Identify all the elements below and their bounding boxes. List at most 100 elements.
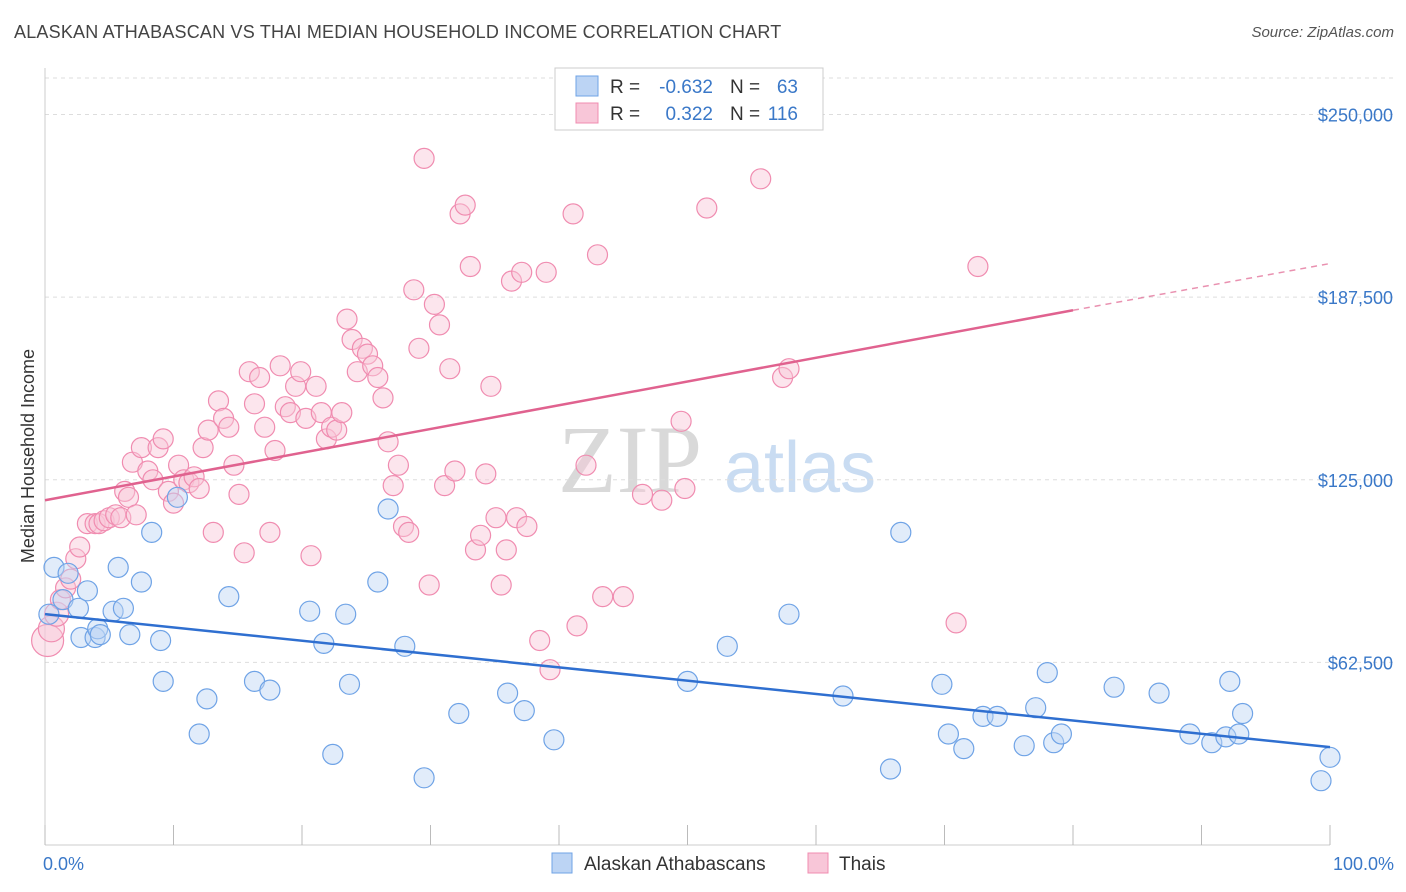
legend-label-athabascan: Alaskan Athabascans <box>584 854 766 875</box>
athabascan-point <box>1043 732 1065 754</box>
thai-point <box>670 410 692 432</box>
thai-point <box>490 574 512 596</box>
y-tick-label: $187,500 <box>1318 288 1393 308</box>
legend-swatch-athabascan <box>551 852 573 874</box>
y-tick-label: $62,500 <box>1328 653 1393 673</box>
thai-point <box>539 659 561 681</box>
thai-point <box>238 361 260 383</box>
trend-lines <box>44 262 1331 749</box>
athabascan-point <box>166 486 188 508</box>
thai-point <box>162 492 185 514</box>
stats-swatch-athabascan <box>575 75 599 97</box>
thai-point <box>586 244 609 266</box>
thai-point <box>592 585 614 608</box>
athabascan-point <box>130 571 152 593</box>
x-tick-label-min: 0.0% <box>43 854 84 874</box>
thai-point <box>249 366 271 389</box>
thai-point <box>413 147 435 169</box>
thai-point <box>750 168 772 190</box>
athabascan-point <box>335 603 357 625</box>
y-tick-label: $250,000 <box>1318 106 1393 126</box>
athabascan-point <box>1036 661 1058 684</box>
thai-point <box>511 261 533 283</box>
athabascan-point <box>141 521 163 544</box>
thai-point <box>575 454 597 476</box>
series-legend: Alaskan Athabascans Thais <box>551 852 885 875</box>
trend-line-thai-extension <box>1072 262 1331 312</box>
stats-r-label-1: R = <box>610 77 640 98</box>
athabascan-point <box>1013 735 1035 757</box>
thai-point <box>403 279 425 301</box>
y-tick-label: $125,000 <box>1318 471 1393 491</box>
thai-point <box>259 521 281 544</box>
athabascan-point <box>931 673 953 695</box>
athabascan-point <box>1228 723 1250 745</box>
athabascan-point <box>1201 732 1223 754</box>
thai-point <box>535 261 557 283</box>
thai-point <box>76 512 99 535</box>
thai-point <box>367 366 389 389</box>
athabascan-point <box>778 603 800 625</box>
thai-point <box>423 293 445 315</box>
stats-n-label-1: N = <box>730 77 760 98</box>
athabascan-point <box>937 723 960 745</box>
thai-point <box>269 355 291 377</box>
chart-title: ALASKAN ATHABASCAN VS THAI MEDIAN HOUSEH… <box>14 22 782 42</box>
athabascan-point <box>1103 676 1125 698</box>
thai-point <box>470 524 492 546</box>
thai-point <box>967 255 989 278</box>
athabascan-point <box>119 623 141 646</box>
thai-point <box>475 463 497 485</box>
thai-point <box>454 194 476 216</box>
athabascan-point <box>43 556 65 579</box>
athabascan-point <box>367 571 389 593</box>
thai-point <box>264 439 286 462</box>
thai-point <box>207 390 230 412</box>
thai-point <box>69 536 91 558</box>
thai-point <box>362 355 384 377</box>
watermark: ZIP atlas <box>558 406 876 513</box>
athabascan-point <box>107 556 129 579</box>
athabascan-point <box>1310 770 1332 792</box>
thai-point <box>495 539 517 561</box>
stats-n-label-2: N = <box>730 104 760 125</box>
thai-point <box>110 507 132 529</box>
thai-point <box>612 585 634 608</box>
thai-point <box>300 545 322 567</box>
athabascan-point <box>299 600 321 622</box>
athabascan-point <box>1231 702 1254 725</box>
thai-point <box>945 612 967 634</box>
stats-r-value-2: 0.322 <box>665 104 713 125</box>
legend-label-thai: Thais <box>839 854 885 875</box>
thai-point <box>336 308 358 330</box>
athabascan-point <box>112 597 135 619</box>
thai-point <box>197 419 219 441</box>
thai-point <box>696 197 718 219</box>
thai-point <box>331 402 353 424</box>
athabascan-point <box>338 673 361 695</box>
athabascan-point <box>543 729 565 751</box>
athabascan-point <box>879 758 902 780</box>
athabascan-point <box>188 723 210 745</box>
thai-point <box>444 460 466 482</box>
thai-point <box>233 542 255 564</box>
thai-point <box>130 437 152 459</box>
athabascan-point <box>497 682 519 704</box>
stats-r-label-2: R = <box>610 104 640 125</box>
thai-point <box>228 483 250 505</box>
thai-points <box>30 147 989 681</box>
legend-swatch-thai <box>807 852 829 874</box>
thai-point <box>117 486 140 508</box>
thai-point <box>562 203 584 225</box>
athabascan-point <box>377 498 399 520</box>
athabascan-point <box>57 562 79 584</box>
thai-point <box>243 393 266 415</box>
thai-point <box>408 337 430 359</box>
athabascan-point <box>513 699 535 722</box>
y-tick-labels: $62,500 $125,000 $187,500 $250,000 <box>1318 106 1393 674</box>
thai-point <box>459 255 481 278</box>
athabascan-point <box>152 670 174 693</box>
thai-point <box>202 521 224 544</box>
thai-point <box>125 504 147 526</box>
athabascan-point <box>890 521 912 544</box>
